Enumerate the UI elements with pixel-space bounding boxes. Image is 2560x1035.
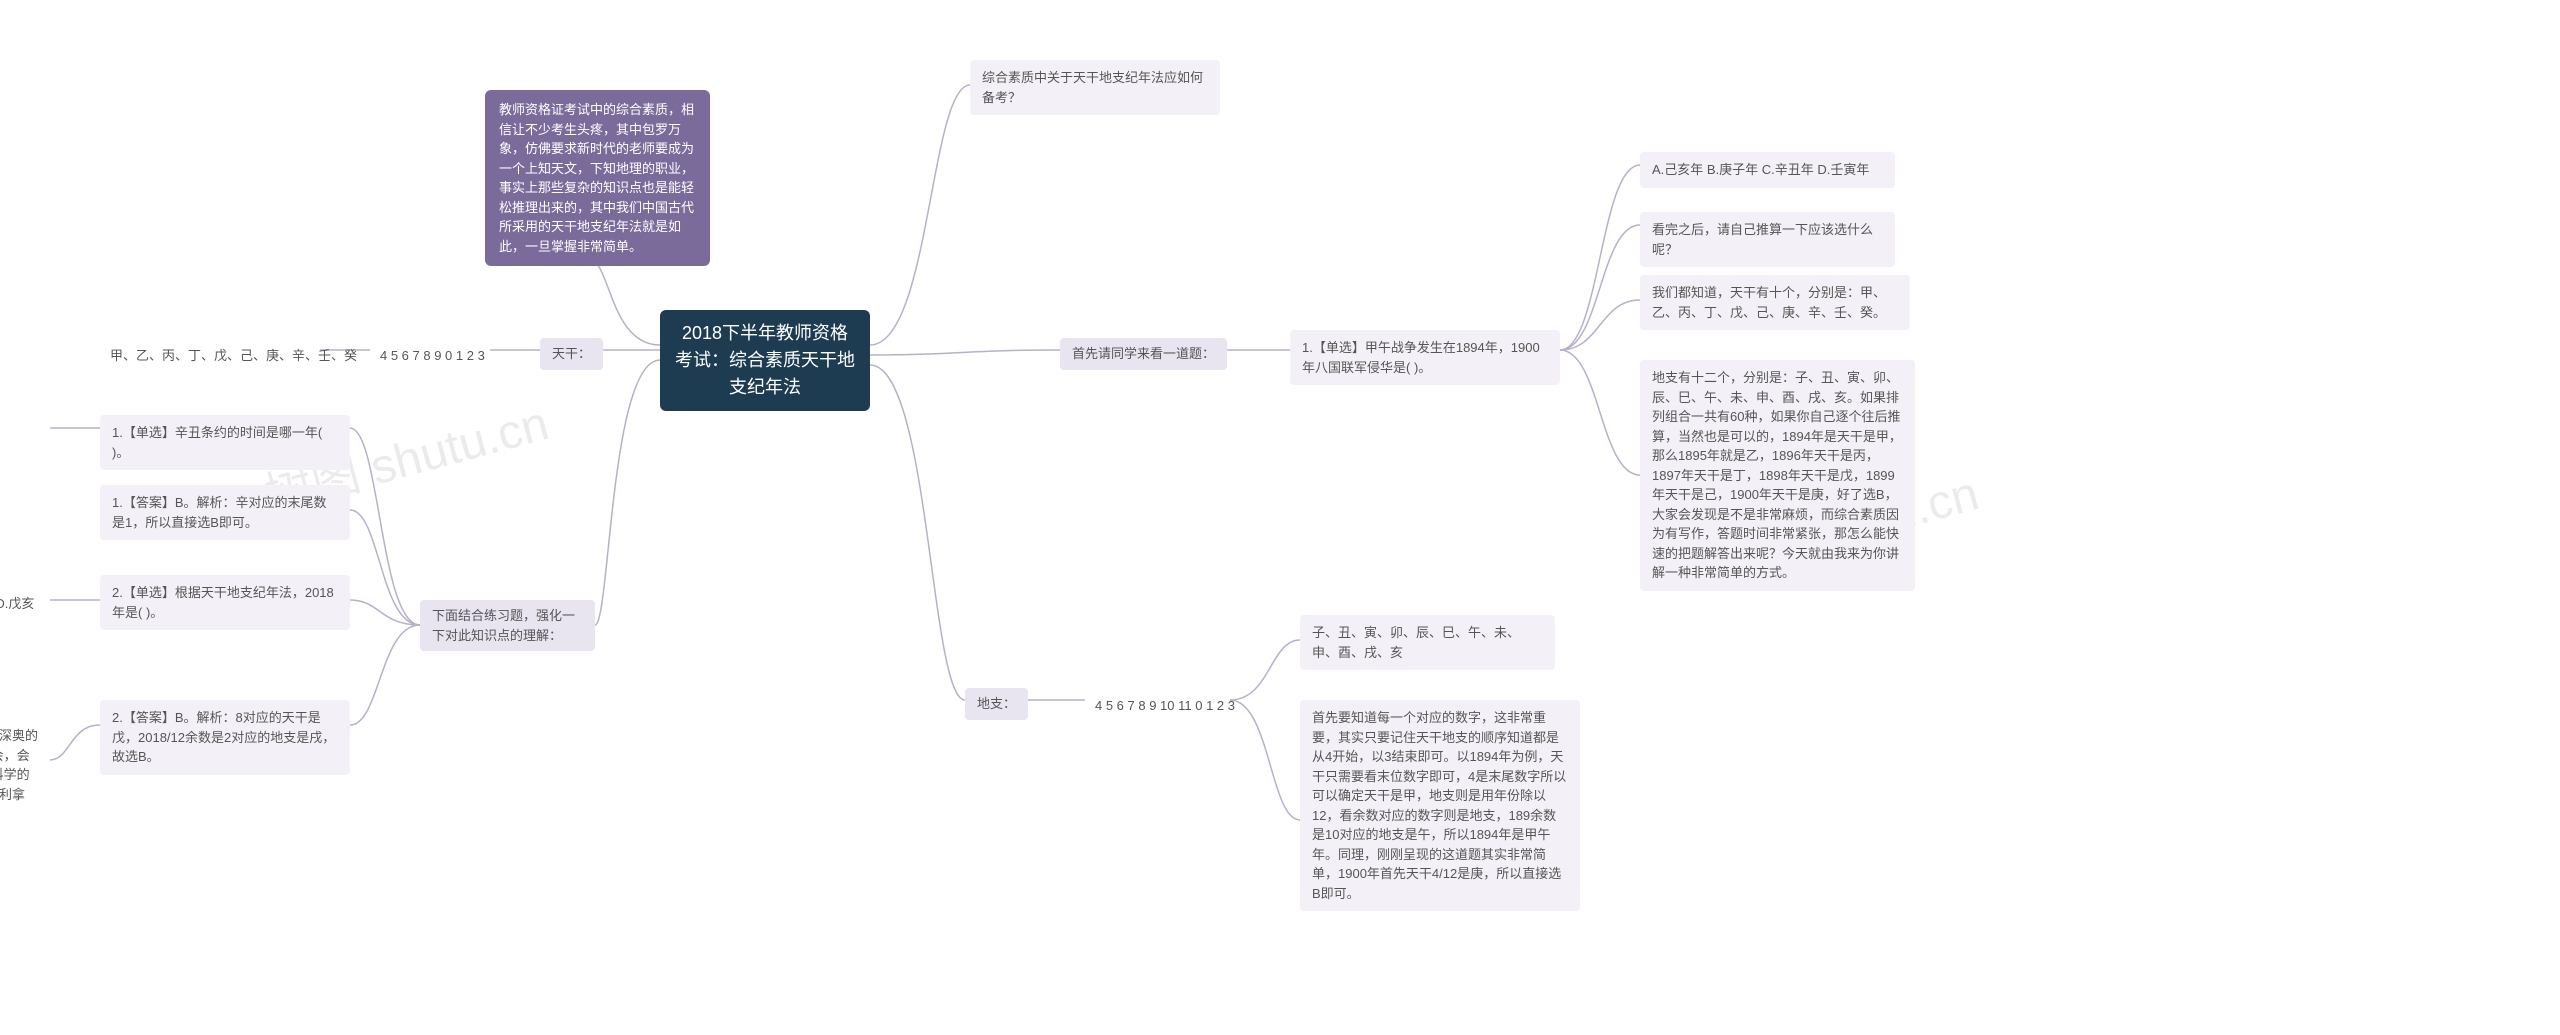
dizhi-explain-right: 地支有十二个，分别是：子、丑、寅、卯、辰、巳、午、未、申、酉、戌、亥。如果排列组… (1640, 360, 1915, 591)
tiangan-label: 天干： (540, 338, 603, 370)
practice-a2: 2.【答案】B。解析：8对应的天干是戊，2018/12余数是2对应的地支是戌，故… (100, 700, 350, 775)
practice-q1: 1.【单选】辛丑条约的时间是哪一年( )。 (100, 415, 350, 470)
practice-q2-opts: A.戊酉年 B.戊戌年 C.戊申年 D.戊亥年 (0, 588, 50, 639)
practice-intro: 下面结合练习题，强化一下对此知识点的理解： (420, 600, 595, 651)
dizhi-label: 地支： (965, 688, 1028, 720)
practice-conclusion: 是不是突然发现其实这些看似深奥的问题很简单，正所谓"难者不会，会者不难"，只要同… (0, 720, 50, 830)
dizhi-list: 子、丑、寅、卯、辰、巳、午、未、申、酉、戌、亥 (1300, 615, 1555, 670)
tiangan-digits: 4 5 6 7 8 9 0 1 2 3 (370, 340, 495, 372)
dizhi-explain: 首先要知道每一个对应的数字，这非常重要，其实只要记住天干地支的顺序知道都是从4开… (1300, 700, 1580, 911)
example-options: A.己亥年 B.庚子年 C.辛丑年 D.壬寅年 (1640, 152, 1895, 188)
root-node: 2018下半年教师资格考试：综合素质天干地支纪年法 (660, 310, 870, 411)
connector-lines (0, 0, 2560, 1035)
example-intro-label: 首先请同学来看一道题： (1060, 338, 1227, 370)
example-hint: 看完之后，请自己推算一下应该选什么呢？ (1640, 212, 1895, 267)
dizhi-digits: 4 5 6 7 8 9 10 11 0 1 2 3 (1085, 690, 1245, 722)
root-title: 2018下半年教师资格考试：综合素质天干地支纪年法 (675, 323, 855, 397)
tiangan-list-right: 我们都知道，天干有十个，分别是：甲、乙、丙、丁、戊、己、庚、辛、壬、癸。 (1640, 275, 1910, 330)
q-how-prepare: 综合素质中关于天干地支纪年法应如何备考？ (970, 60, 1220, 115)
practice-a1: 1.【答案】B。解析：辛对应的末尾数是1，所以直接选B即可。 (100, 485, 350, 540)
tiangan-list-left: 甲、乙、丙、丁、戊、己、庚、辛、壬、癸 (100, 340, 367, 372)
intro-text: 教师资格证考试中的综合素质，相信让不少考生头疼，其中包罗万象，仿佛要求新时代的老… (499, 102, 694, 254)
example-question: 1.【单选】甲午战争发生在1894年，1900年八国联军侵华是( )。 (1290, 330, 1560, 385)
intro-box: 教师资格证考试中的综合素质，相信让不少考生头疼，其中包罗万象，仿佛要求新时代的老… (485, 90, 710, 266)
practice-q2: 2.【单选】根据天干地支纪年法，2018年是( )。 (100, 575, 350, 630)
practice-q1-opts: A.1900年 B.1901年 C.1902年 D.1903年 (0, 418, 50, 469)
